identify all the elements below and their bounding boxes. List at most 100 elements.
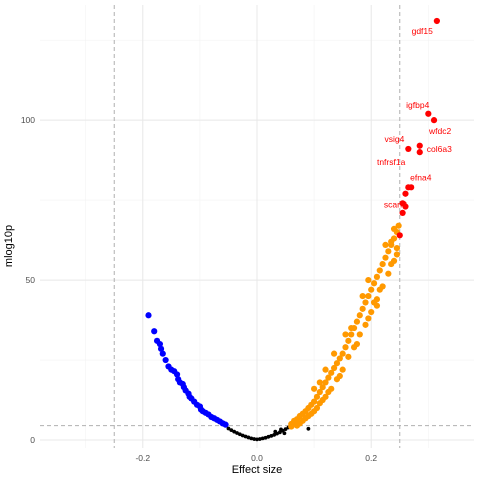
- point-up: [385, 270, 392, 277]
- point-up: [393, 244, 401, 252]
- gene-label: col6a3: [427, 144, 452, 154]
- point-neutral: [266, 434, 271, 439]
- point-up: [313, 393, 321, 400]
- point-down: [159, 350, 166, 357]
- point-up: [368, 308, 375, 316]
- point-up: [348, 331, 355, 338]
- point-top: [433, 17, 440, 25]
- point-up: [365, 276, 372, 284]
- point-up: [362, 321, 369, 328]
- point-down: [173, 371, 181, 378]
- point-neutral: [249, 436, 254, 441]
- point-down: [151, 328, 158, 335]
- point-neutral: [240, 433, 245, 438]
- point-up: [373, 273, 381, 280]
- grid: [40, 5, 474, 448]
- point-top: [425, 110, 432, 117]
- point-neutral: [235, 431, 239, 435]
- point-neutral: [272, 432, 277, 437]
- point-up: [376, 286, 383, 293]
- point-top: [396, 232, 403, 239]
- point-up: [365, 292, 372, 300]
- point-up: [359, 292, 366, 300]
- point-neutral: [243, 434, 248, 439]
- point-up: [353, 318, 361, 325]
- point-up: [291, 417, 298, 424]
- point-up: [353, 340, 361, 348]
- gene-label: vsig4: [384, 134, 404, 144]
- point-up: [302, 415, 309, 422]
- point-up: [288, 423, 295, 430]
- point-neutral: [257, 437, 262, 441]
- point-neutral: [260, 436, 265, 441]
- point-up: [342, 331, 349, 338]
- point-up: [365, 315, 372, 322]
- gene-label: tnfrsf1a: [377, 157, 406, 167]
- point-up: [319, 396, 326, 404]
- point-up: [325, 374, 332, 381]
- gene-label: scarf2: [384, 200, 407, 210]
- point-neutral: [279, 427, 283, 432]
- point-up: [348, 324, 355, 332]
- point-top: [399, 209, 406, 217]
- gene-label: efna4: [410, 172, 432, 182]
- x-tick-label: 0.0: [251, 453, 263, 463]
- threshold-lines: [40, 5, 474, 448]
- point-up: [368, 286, 375, 293]
- point-up: [345, 337, 352, 344]
- point-up: [336, 355, 343, 362]
- point-up: [322, 379, 329, 386]
- point-neutral: [282, 431, 287, 436]
- point-up: [345, 353, 352, 360]
- point-top: [405, 145, 412, 153]
- point-up: [388, 260, 395, 268]
- point-top: [430, 117, 438, 124]
- y-tick-label: 0: [30, 435, 35, 445]
- point-neutral: [269, 433, 274, 438]
- gene-label: igfbp4: [406, 100, 429, 110]
- x-axis-title: Effect size: [232, 464, 283, 476]
- point-up: [393, 251, 401, 258]
- point-top: [416, 149, 423, 156]
- y-tick-label: 50: [26, 275, 36, 285]
- point-up: [359, 305, 366, 312]
- point-up: [395, 222, 402, 229]
- point-up: [316, 379, 323, 386]
- x-tick-label: -0.2: [135, 453, 150, 463]
- point-up: [313, 404, 321, 412]
- point-neutral: [306, 426, 311, 431]
- y-tick-label: 100: [21, 115, 35, 125]
- point-up: [376, 267, 383, 274]
- point-up: [382, 254, 389, 261]
- point-up: [362, 299, 369, 306]
- point-up: [325, 388, 332, 396]
- point-up: [373, 302, 381, 309]
- point-neutral: [255, 437, 259, 442]
- point-down: [157, 345, 165, 352]
- point-up: [370, 280, 378, 287]
- point-up: [330, 350, 338, 357]
- point-neutral: [246, 435, 251, 440]
- point-up: [388, 238, 395, 245]
- point-down: [222, 421, 229, 428]
- point-top: [416, 142, 423, 149]
- point-up: [356, 312, 363, 319]
- point-neutral: [273, 429, 278, 434]
- point-up: [330, 364, 338, 372]
- gene-label: gdf15: [412, 26, 434, 36]
- axis-ticks: -0.2 0.0 0.2 0 50 100: [21, 115, 378, 463]
- point-up: [342, 344, 349, 351]
- point-up: [316, 388, 323, 396]
- point-neutral: [232, 429, 237, 434]
- data-points: [145, 17, 440, 442]
- point-down: [162, 356, 169, 364]
- point-neutral: [229, 428, 234, 432]
- point-up: [336, 372, 343, 380]
- point-up: [339, 350, 346, 357]
- point-up: [390, 225, 398, 232]
- point-up: [311, 385, 318, 392]
- point-neutral: [263, 435, 268, 440]
- x-tick-label: 0.2: [365, 453, 377, 463]
